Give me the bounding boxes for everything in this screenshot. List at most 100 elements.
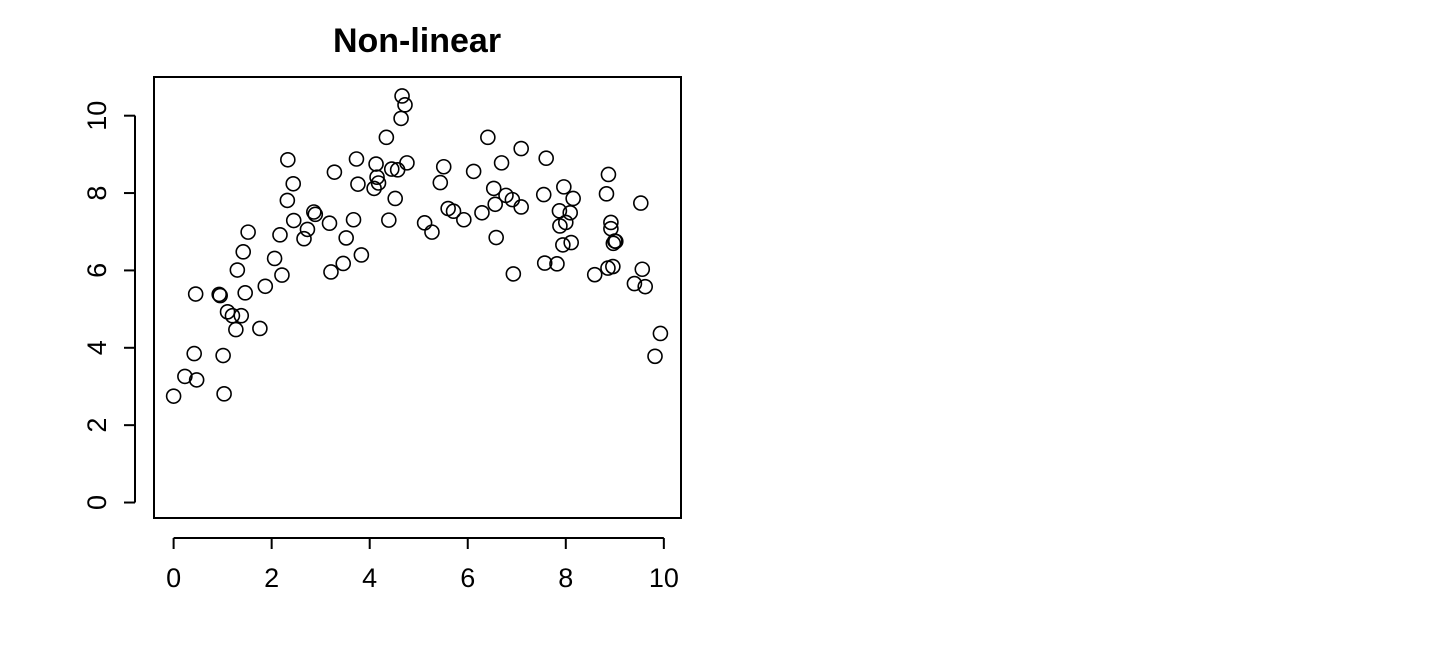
y-axis: 0 2 4 6 8 10: [82, 101, 136, 510]
data-point: [387, 190, 403, 207]
data-point: [432, 174, 449, 191]
data-point: [307, 206, 324, 223]
data-point: [215, 347, 231, 364]
data-point: [647, 348, 663, 365]
data-point: [240, 224, 256, 240]
data-point: [563, 234, 579, 251]
y-tick-label: 4: [82, 340, 112, 355]
data-point: [562, 204, 579, 221]
data-point: [280, 151, 296, 168]
y-tick-label: 10: [82, 101, 112, 131]
data-point: [338, 230, 354, 246]
data-point: [626, 275, 643, 292]
data-point: [366, 180, 382, 197]
data-point: [397, 97, 413, 113]
x-tick-label: 0: [166, 563, 181, 593]
data-point: [549, 256, 565, 272]
data-point: [416, 215, 433, 231]
data-point: [353, 247, 370, 263]
data-point: [652, 325, 669, 342]
data-point: [326, 164, 343, 180]
data-point: [555, 237, 571, 253]
data-point: [634, 261, 651, 278]
data-point: [445, 203, 462, 220]
data-point: [487, 196, 504, 213]
data-point: [216, 386, 232, 402]
data-point: [378, 129, 395, 146]
data-point: [321, 215, 338, 232]
x-tick-label: 4: [362, 563, 377, 593]
y-tick-label: 2: [82, 418, 112, 433]
data-point: [551, 203, 568, 219]
data-point: [493, 155, 510, 171]
data-point: [323, 264, 339, 280]
data-point: [536, 255, 553, 271]
data-point: [600, 166, 617, 183]
data-point: [368, 156, 384, 172]
data-point: [369, 169, 385, 185]
data-point: [456, 211, 472, 228]
data-point: [393, 110, 409, 127]
data-point: [535, 186, 552, 203]
data-point: [211, 286, 228, 303]
data-point: [370, 175, 387, 191]
data-point: [435, 158, 452, 175]
data-point: [474, 204, 490, 221]
data-point: [485, 180, 502, 197]
data-point: [299, 221, 316, 238]
data-point: [274, 267, 290, 283]
data-point: [285, 212, 302, 229]
data-point: [556, 179, 572, 195]
data-point: [212, 287, 228, 304]
data-point: [381, 212, 397, 228]
data-point: [513, 199, 529, 215]
data-point: [257, 278, 274, 295]
data-point: [488, 229, 504, 246]
data-point: [505, 266, 522, 282]
data-point: [252, 320, 268, 337]
y-tick-label: 8: [82, 186, 112, 201]
data-point: [266, 250, 283, 267]
data-point: [235, 244, 252, 260]
data-point: [586, 266, 603, 283]
data-point: [480, 129, 496, 146]
data-point: [465, 163, 482, 180]
data-point: [165, 388, 182, 404]
data-point: [513, 140, 529, 157]
data-point: [188, 372, 205, 388]
data-point: [272, 227, 288, 243]
data-point: [345, 211, 362, 228]
data-point: [228, 321, 244, 338]
data-point: [229, 262, 246, 278]
x-tick-label: 10: [649, 563, 679, 593]
data-point: [598, 186, 615, 202]
data-point: [557, 214, 574, 231]
y-tick-label: 6: [82, 263, 112, 278]
x-axis: 0 2 4 6 8 10: [166, 537, 679, 593]
data-point: [233, 307, 250, 324]
data-point: [603, 214, 619, 231]
data-point: [538, 150, 554, 167]
data-points: [165, 88, 669, 404]
data-point: [399, 155, 415, 171]
data-point: [607, 233, 624, 250]
data-point: [605, 258, 621, 275]
data-point: [186, 345, 202, 362]
data-point: [279, 192, 296, 209]
data-point: [633, 195, 649, 211]
data-point: [237, 285, 253, 301]
x-tick-label: 2: [264, 563, 279, 593]
data-point: [335, 255, 352, 272]
data-point: [306, 204, 322, 220]
chart-title: Non-linear: [333, 22, 501, 60]
data-point: [565, 190, 581, 207]
data-point: [285, 175, 302, 192]
data-point: [637, 278, 654, 295]
data-point: [605, 235, 622, 252]
data-point: [383, 161, 400, 177]
data-point: [350, 176, 366, 192]
x-tick-label: 6: [460, 563, 475, 593]
data-point: [348, 151, 365, 167]
data-point: [187, 286, 204, 302]
